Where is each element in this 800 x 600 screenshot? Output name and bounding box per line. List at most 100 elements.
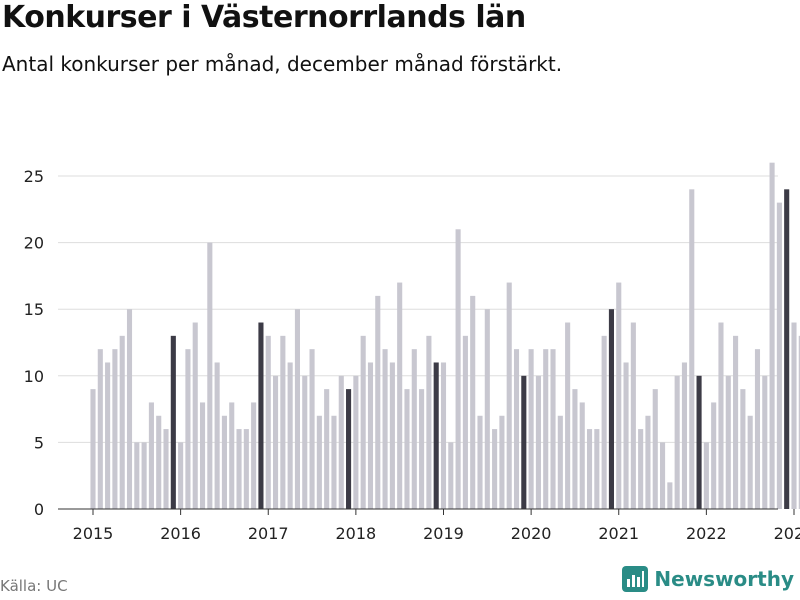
bar <box>397 282 403 509</box>
bar <box>265 335 271 509</box>
bar <box>638 429 644 509</box>
bar <box>251 402 257 509</box>
bar <box>287 362 293 509</box>
chart-subtitle: Antal konkurser per månad, december måna… <box>2 52 563 76</box>
bar <box>163 429 169 509</box>
bar <box>207 242 213 509</box>
bar <box>90 389 96 509</box>
bar <box>572 389 578 509</box>
bar <box>747 415 753 509</box>
grid-lines <box>58 175 778 443</box>
y-tick-label: 15 <box>24 300 44 319</box>
bar <box>221 415 227 509</box>
bar <box>608 309 614 509</box>
bar <box>470 295 476 509</box>
bar <box>294 309 301 509</box>
axes <box>58 508 795 515</box>
y-tick-label: 10 <box>24 367 44 386</box>
x-tick-label: 2019 <box>423 524 464 543</box>
bar <box>324 389 330 509</box>
bar <box>645 415 651 509</box>
bar <box>97 349 103 509</box>
bar <box>119 335 125 509</box>
bar <box>784 189 790 509</box>
bar <box>229 402 235 509</box>
bar <box>258 322 264 509</box>
bar <box>134 442 140 509</box>
bar <box>776 202 782 509</box>
bar <box>579 402 585 509</box>
bar <box>718 322 724 509</box>
bar <box>696 375 702 509</box>
bar <box>404 389 410 509</box>
bar <box>280 335 286 509</box>
bar <box>331 415 337 509</box>
bar <box>360 335 366 509</box>
x-tick-label: 2015 <box>73 524 114 543</box>
bar <box>667 482 673 509</box>
bar <box>156 415 162 509</box>
bar <box>492 429 498 509</box>
bar <box>338 375 344 509</box>
bar <box>660 442 666 509</box>
y-tick-label: 0 <box>34 500 44 519</box>
bar <box>367 362 374 509</box>
bar <box>521 375 527 509</box>
bar <box>535 375 541 509</box>
y-tick-label: 5 <box>34 433 44 452</box>
bar <box>769 162 775 509</box>
bar <box>681 362 688 509</box>
bar <box>499 415 505 509</box>
bar <box>178 442 184 509</box>
bar <box>711 402 717 509</box>
bar <box>733 335 739 509</box>
bar <box>703 442 709 509</box>
chart-title: Konkurser i Västernorrlands län <box>2 0 526 35</box>
x-tick-label: 2023 <box>774 524 800 543</box>
bar <box>316 415 322 509</box>
bar <box>791 322 797 509</box>
bar <box>382 349 388 509</box>
bar <box>389 362 395 509</box>
x-tick-label: 2018 <box>336 524 377 543</box>
bar <box>346 389 352 509</box>
x-tick-label: 2020 <box>511 524 552 543</box>
bar <box>440 362 447 509</box>
x-tick-label: 2016 <box>160 524 201 543</box>
y-tick-label: 20 <box>24 234 44 253</box>
bar <box>353 375 359 509</box>
bar <box>689 189 695 509</box>
bar <box>513 349 520 509</box>
bar <box>652 389 658 509</box>
bar <box>273 375 279 509</box>
bar <box>506 282 512 509</box>
bar <box>214 362 220 509</box>
bar <box>126 309 133 509</box>
bar <box>309 349 315 509</box>
bar <box>426 335 432 509</box>
bar <box>112 349 118 509</box>
bar <box>448 442 454 509</box>
bar <box>236 429 242 509</box>
bar <box>623 362 629 509</box>
bar <box>185 349 191 509</box>
bar <box>674 375 680 509</box>
bar <box>630 322 636 509</box>
source-note: Källa: UC <box>0 577 68 595</box>
bar <box>105 362 111 509</box>
brand-logo: Newsworthy <box>622 566 794 592</box>
bar <box>616 282 622 509</box>
bar <box>798 335 800 509</box>
bar <box>192 322 198 509</box>
x-tick-label: 2017 <box>248 524 289 543</box>
bar <box>762 375 768 509</box>
bar <box>543 349 549 509</box>
bar <box>243 429 249 509</box>
bar <box>455 229 461 509</box>
bar <box>601 335 607 509</box>
bar <box>565 322 571 509</box>
brand-name: Newsworthy <box>654 567 794 591</box>
labels: 0 5 10 15 20 25 2015 2016 2017 2018 2019 2020 2021 20… <box>24 167 800 543</box>
bar <box>375 295 381 509</box>
